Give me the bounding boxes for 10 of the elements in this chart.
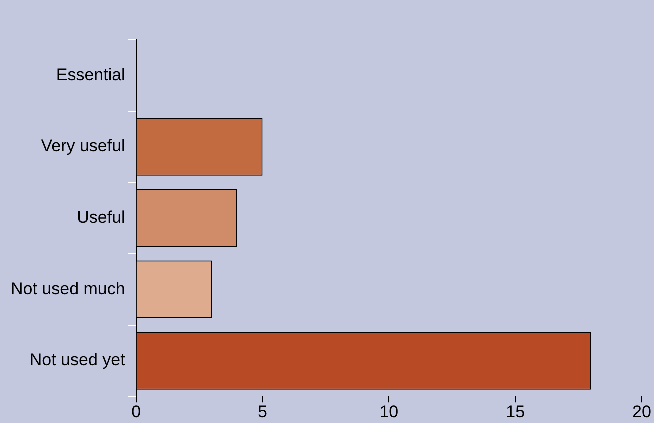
x-tick-label: 0 xyxy=(132,402,142,422)
y-tick-label: Not used much xyxy=(10,279,126,298)
y-tick-label: Not used yet xyxy=(30,350,126,370)
x-tick-label: 15 xyxy=(506,402,526,422)
y-tick-label: Essential xyxy=(56,65,126,84)
x-tick-label: 5 xyxy=(258,402,268,422)
x-tick-label: 10 xyxy=(380,402,399,422)
x-tick-label: 20 xyxy=(632,402,652,422)
y-tick-label: Useful xyxy=(77,208,126,227)
y-tick-label: Very useful xyxy=(41,136,126,156)
